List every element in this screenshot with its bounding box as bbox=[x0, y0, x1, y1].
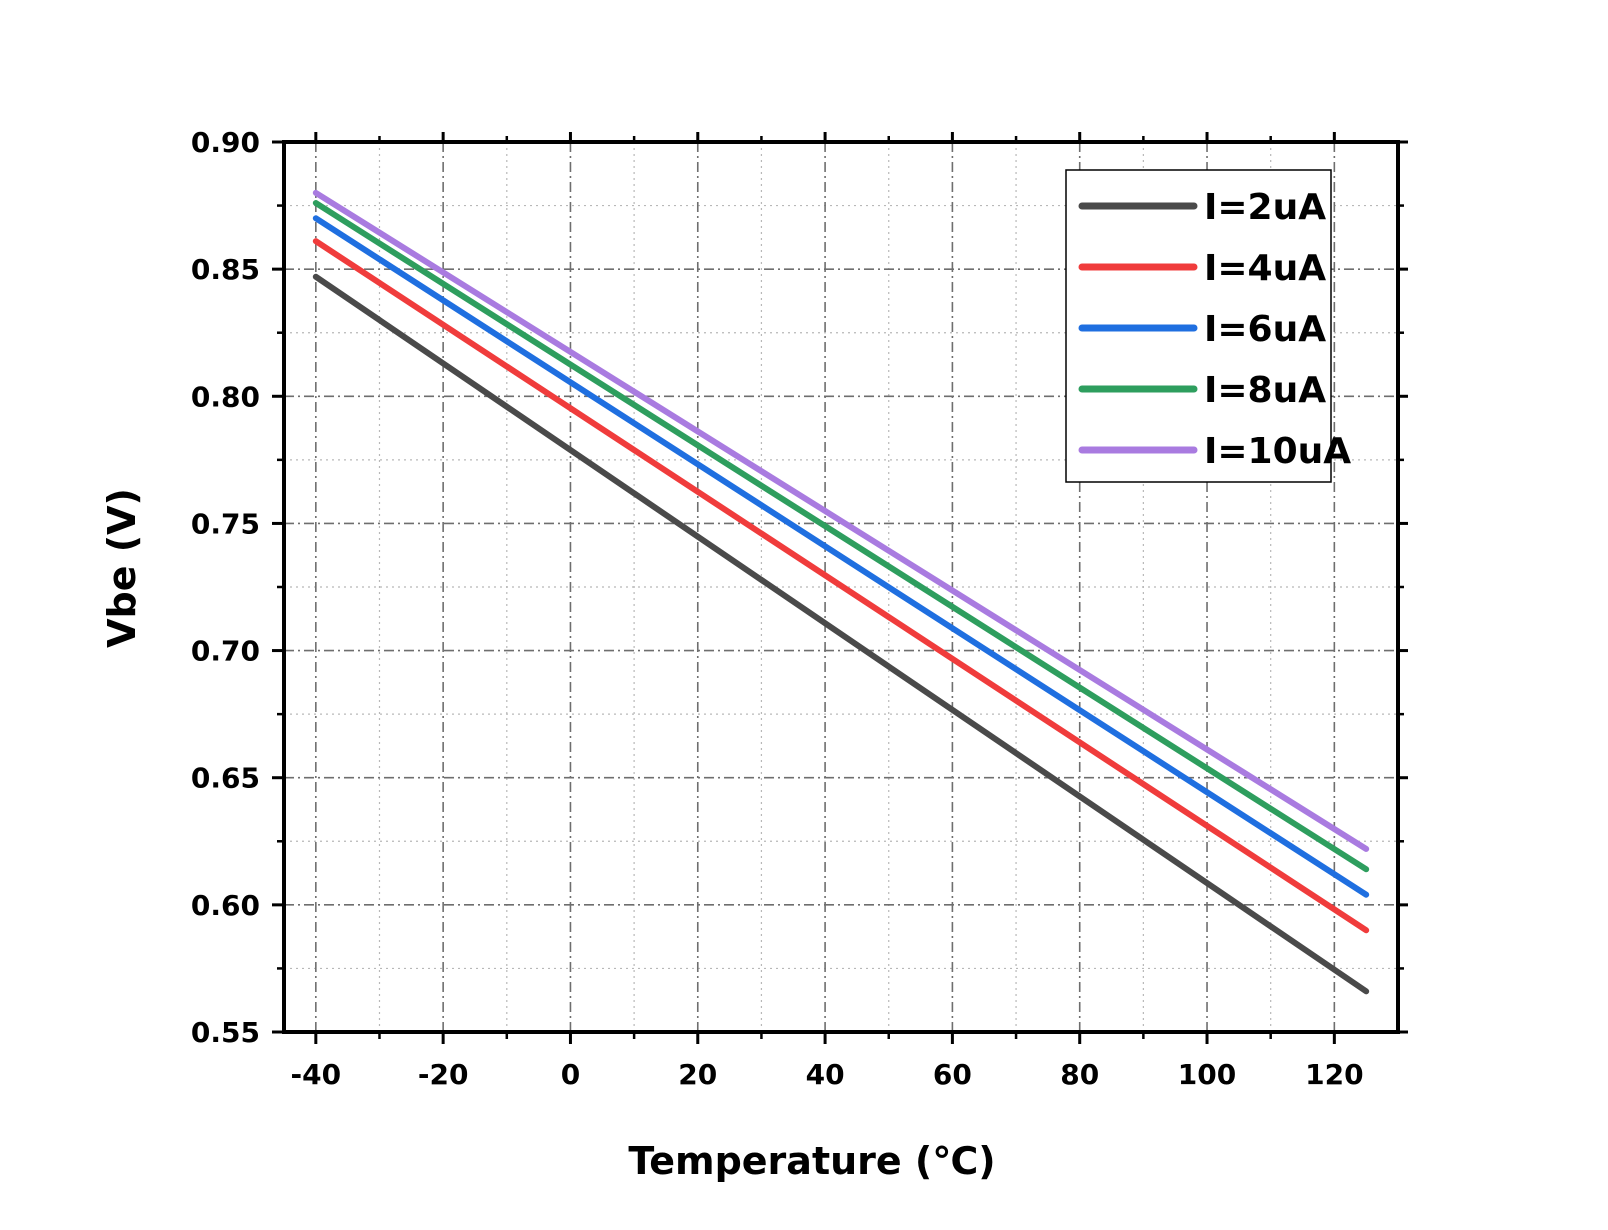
x-tick-label: 0 bbox=[561, 1058, 580, 1091]
legend-item: I=8uA bbox=[1078, 370, 1326, 411]
y-tick-label: 0.85 bbox=[191, 253, 260, 286]
legend-item: I=4uA bbox=[1078, 248, 1326, 289]
series-line-i-6ua bbox=[312, 215, 1370, 898]
series-lines bbox=[312, 189, 1370, 995]
x-tick-label: -20 bbox=[418, 1058, 469, 1091]
series-line-i-2ua bbox=[312, 273, 1370, 995]
legend-item: I=10uA bbox=[1078, 431, 1351, 472]
legend-item: I=2uA bbox=[1078, 187, 1326, 228]
y-tick-label: 0.70 bbox=[191, 635, 260, 668]
x-tick-label: 80 bbox=[1060, 1058, 1099, 1091]
legend-item: I=6uA bbox=[1078, 309, 1326, 350]
x-tick-label: 20 bbox=[678, 1058, 717, 1091]
x-axis-ticks: -40 -20 0 20 40 60 80 100 120 bbox=[291, 132, 1364, 1091]
series-line-i-8ua bbox=[312, 200, 1370, 873]
series-line-i-4ua bbox=[312, 238, 1370, 934]
x-tick-label: -40 bbox=[291, 1058, 342, 1091]
y-axis-title: Vbe (V) bbox=[100, 488, 144, 648]
legend-label: I=10uA bbox=[1204, 431, 1351, 472]
series-line-i-10ua bbox=[312, 189, 1370, 852]
y-axis-ticks: 0.55 0.60 0.65 0.70 0.75 0.80 0.85 0.90 bbox=[191, 126, 1408, 1049]
y-tick-label: 0.55 bbox=[191, 1016, 260, 1049]
y-tick-label: 0.80 bbox=[191, 380, 260, 413]
y-tick-label: 0.60 bbox=[191, 889, 260, 922]
legend-label: I=6uA bbox=[1204, 309, 1326, 350]
x-tick-label: 60 bbox=[933, 1058, 972, 1091]
legend: I=2uA I=4uA I=6uA I=8uA I=10uA bbox=[1065, 169, 1351, 483]
x-axis-title: Temperature (℃) bbox=[628, 1139, 995, 1183]
legend-label: I=4uA bbox=[1204, 248, 1326, 289]
x-tick-label: 100 bbox=[1178, 1058, 1236, 1091]
legend-label: I=8uA bbox=[1204, 370, 1326, 411]
legend-label: I=2uA bbox=[1204, 187, 1326, 228]
x-tick-label: 40 bbox=[806, 1058, 845, 1091]
y-tick-label: 0.75 bbox=[191, 507, 260, 540]
y-tick-label: 0.90 bbox=[191, 126, 260, 159]
x-tick-label: 120 bbox=[1305, 1058, 1363, 1091]
y-tick-label: 0.65 bbox=[191, 762, 260, 795]
